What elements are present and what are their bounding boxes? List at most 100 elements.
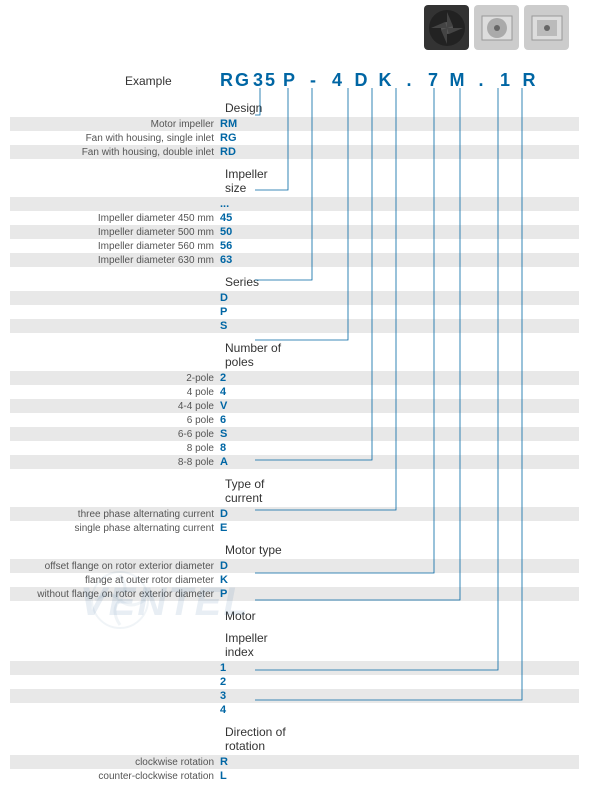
section-2: Series DPS xyxy=(10,275,579,333)
section-6: Motor xyxy=(10,609,579,623)
row: 4 pole4 xyxy=(10,385,579,399)
row-label: 2-pole xyxy=(10,373,220,384)
code-part-11: 1 xyxy=(495,70,517,91)
section-title: Design xyxy=(10,101,290,115)
row: 4 xyxy=(10,703,579,717)
section-7: Impeller index 1 2 3 4 xyxy=(10,631,579,717)
row: 8 pole8 xyxy=(10,441,579,455)
section-0: DesignMotor impellerRMFan with housing, … xyxy=(10,101,579,159)
row-code: RG xyxy=(220,132,245,144)
fan-images-row xyxy=(424,5,569,50)
row-code: ... xyxy=(220,198,245,210)
section-title: Direction of rotation xyxy=(10,725,290,753)
section-8: Direction of rotation clockwise rotationR… xyxy=(10,725,579,783)
section-5: Motor type offset flange on rotor exterio… xyxy=(10,543,579,601)
row-code: 6 xyxy=(220,414,245,426)
row: 1 xyxy=(10,661,579,675)
row-code: 3 xyxy=(220,690,245,702)
row: Impeller diameter 630 mm63 xyxy=(10,253,579,267)
row-label: Impeller diameter 500 mm xyxy=(10,227,220,238)
row-label: clockwise rotation xyxy=(10,757,220,768)
row-label: Impeller diameter 630 mm xyxy=(10,255,220,266)
code-part-7: . xyxy=(399,70,421,91)
code-part-9: M xyxy=(447,70,469,91)
row: 8-8 poleA xyxy=(10,455,579,469)
section-title: Type of current xyxy=(10,477,290,505)
section-1: Impeller size...Impeller diameter 450 mm… xyxy=(10,167,579,267)
row-label: 6 pole xyxy=(10,415,220,426)
example-label: Example xyxy=(10,74,220,88)
row-code: L xyxy=(220,770,245,782)
row-label: counter-clockwise rotation xyxy=(10,771,220,782)
row: offset flange on rotor exterior diameter… xyxy=(10,559,579,573)
row-label: Fan with housing, double inlet xyxy=(10,147,220,158)
row: 4-4 poleV xyxy=(10,399,579,413)
code-part-5: D xyxy=(351,70,373,91)
row-code: D xyxy=(220,508,245,520)
row-code: 63 xyxy=(220,254,245,266)
row: 3 xyxy=(10,689,579,703)
row: 2-pole2 xyxy=(10,371,579,385)
row: 2 xyxy=(10,675,579,689)
example-row: Example RG35P-4DK.7M.1R xyxy=(10,70,579,91)
code-part-8: 7 xyxy=(423,70,445,91)
row: counter-clockwise rotationL xyxy=(10,769,579,783)
section-3: Number of poles2-pole24 pole44-4 poleV6 … xyxy=(10,341,579,469)
row-code: 1 xyxy=(220,662,245,674)
row-code: P xyxy=(220,306,245,318)
row: clockwise rotationR xyxy=(10,755,579,769)
row: Impeller diameter 500 mm50 xyxy=(10,225,579,239)
section-title: Motor type xyxy=(10,543,290,557)
row-code: S xyxy=(220,428,245,440)
section-title: Impeller size xyxy=(10,167,290,195)
row-code: 45 xyxy=(220,212,245,224)
row-code: E xyxy=(220,522,245,534)
section-title: Series xyxy=(10,275,290,289)
row: Impeller diameter 560 mm56 xyxy=(10,239,579,253)
row: S xyxy=(10,319,579,333)
row: single phase alternating currentE xyxy=(10,521,579,535)
row: Fan with housing, double inletRD xyxy=(10,145,579,159)
row-code: 4 xyxy=(220,704,245,716)
row-code: 56 xyxy=(220,240,245,252)
row: Fan with housing, single inletRG xyxy=(10,131,579,145)
code-part-4: 4 xyxy=(327,70,349,91)
row-label: Motor impeller xyxy=(10,119,220,130)
row-label: 8-8 pole xyxy=(10,457,220,468)
row-label: Impeller diameter 560 mm xyxy=(10,241,220,252)
code-part-0: RG xyxy=(220,70,251,91)
row-label: 4 pole xyxy=(10,387,220,398)
row-label: 4-4 pole xyxy=(10,401,220,412)
section-title: Impeller index xyxy=(10,631,290,659)
row-code: 50 xyxy=(220,226,245,238)
code-part-12: R xyxy=(519,70,541,91)
row: Motor impellerRM xyxy=(10,117,579,131)
row-label: flange at outer rotor diameter xyxy=(10,575,220,586)
row-label: offset flange on rotor exterior diameter xyxy=(10,561,220,572)
row-label: three phase alternating current xyxy=(10,509,220,520)
code-part-3: - xyxy=(303,70,325,91)
row: without flange on rotor exterior diamete… xyxy=(10,587,579,601)
row-code: RD xyxy=(220,146,245,158)
row-label: 8 pole xyxy=(10,443,220,454)
row-label: 6-6 pole xyxy=(10,429,220,440)
row-code: 2 xyxy=(220,676,245,688)
section-title: Number of poles xyxy=(10,341,290,369)
section-title: Motor xyxy=(10,609,290,623)
row-code: K xyxy=(220,574,245,586)
row-label: Impeller diameter 450 mm xyxy=(10,213,220,224)
code-part-6: K xyxy=(375,70,397,91)
row-code: V xyxy=(220,400,245,412)
row: ... xyxy=(10,197,579,211)
row: Impeller diameter 450 mm45 xyxy=(10,211,579,225)
row: 6 pole6 xyxy=(10,413,579,427)
row-label: without flange on rotor exterior diamete… xyxy=(10,589,220,600)
row: flange at outer rotor diameterK xyxy=(10,573,579,587)
row: P xyxy=(10,305,579,319)
row-code: D xyxy=(220,292,245,304)
code-part-1: 35 xyxy=(253,70,277,91)
fan-image-2 xyxy=(474,5,519,50)
row-code: S xyxy=(220,320,245,332)
row-code: RM xyxy=(220,118,245,130)
row-label: Fan with housing, single inlet xyxy=(10,133,220,144)
